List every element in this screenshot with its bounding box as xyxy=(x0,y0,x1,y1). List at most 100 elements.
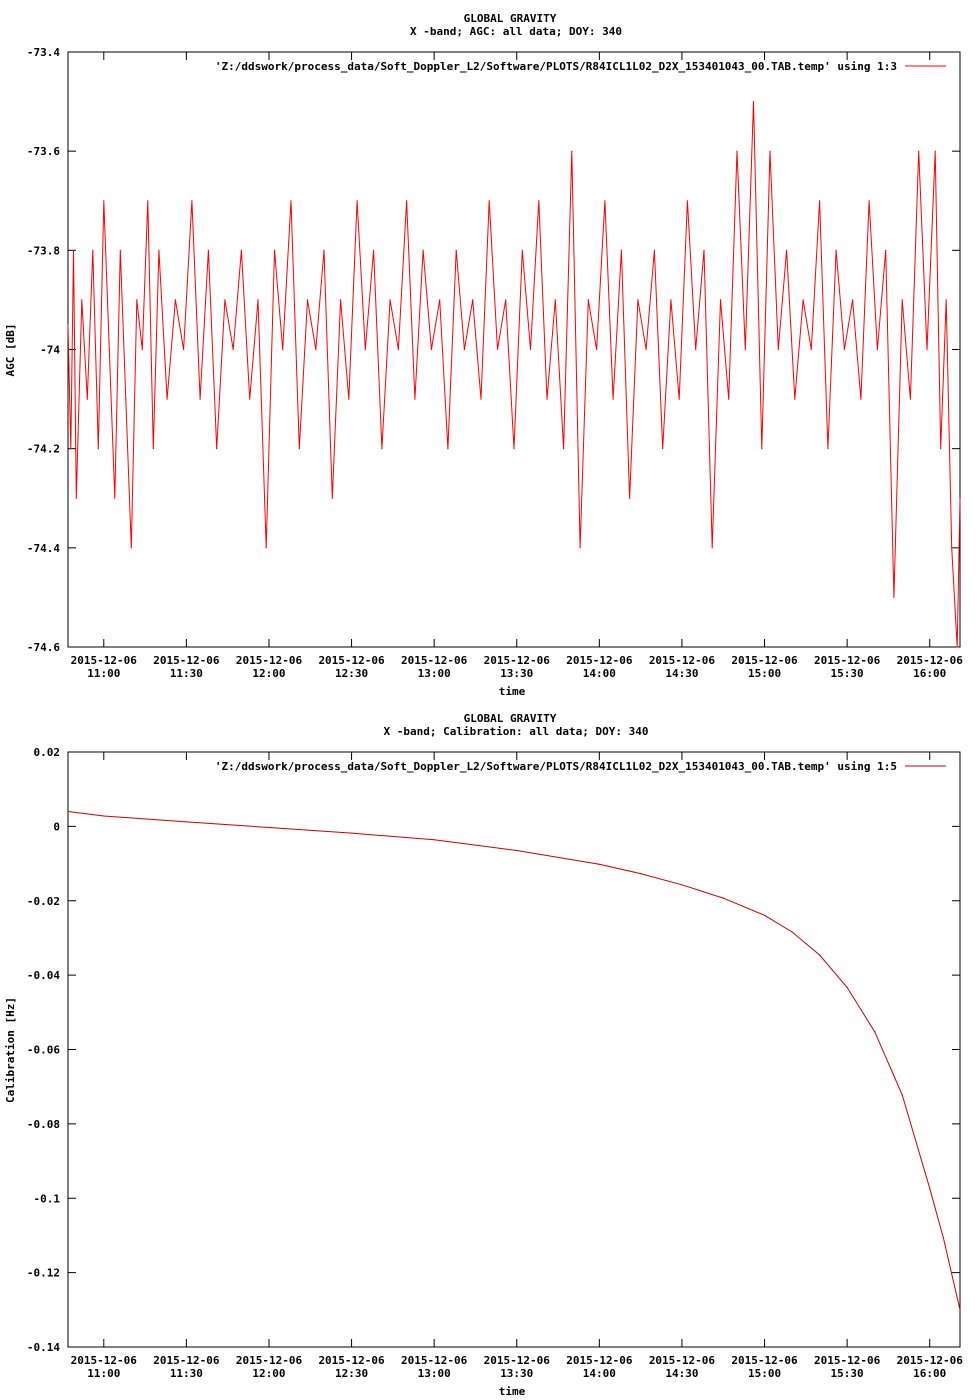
x-tick-date-label: 2015-12-06 xyxy=(153,1354,220,1367)
data-point xyxy=(92,249,94,251)
data-point xyxy=(67,324,69,326)
x-tick-date-label: 2015-12-06 xyxy=(71,1354,138,1367)
chart-2-subtitle: X -band; Calibration: all data; DOY: 340 xyxy=(384,725,649,738)
data-point xyxy=(119,249,121,251)
y-tick-label: -0.1 xyxy=(34,1192,61,1205)
data-point xyxy=(852,299,854,301)
x-tick-time-label: 11:00 xyxy=(87,667,120,680)
data-point xyxy=(752,101,755,103)
chart-2-ylabel: Calibration [Hz] xyxy=(4,997,17,1103)
data-point xyxy=(232,348,234,351)
chart-1-legend-label: 'Z:/ddswork/process_data/Soft_Doppler_L2… xyxy=(215,60,897,73)
x-tick-time-label: 16:00 xyxy=(913,1367,946,1380)
data-point xyxy=(141,348,143,351)
data-point xyxy=(719,299,722,301)
data-point xyxy=(695,348,697,351)
data-point xyxy=(331,497,333,499)
data-point xyxy=(463,348,465,351)
chart-2-xlabel: time xyxy=(499,1385,526,1398)
chart-1-y-ticks: -73.4 -73.6 -73.8 -74 -74.2 -74.4 -74.6 xyxy=(27,46,960,654)
y-tick-label: -0.06 xyxy=(27,1044,60,1057)
x-tick-time-label: 15:00 xyxy=(748,1367,781,1380)
data-point xyxy=(786,249,788,251)
chart-1-x-ticks: 2015-12-0611:002015-12-0611:302015-12-06… xyxy=(71,52,963,680)
chart-2-x-ticks: 2015-12-0611:002015-12-0611:302015-12-06… xyxy=(71,752,963,1380)
chart-2-title: GLOBAL GRAVITY xyxy=(464,712,557,725)
data-point xyxy=(447,448,449,450)
data-point xyxy=(147,200,149,202)
data-point xyxy=(199,398,201,400)
data-point xyxy=(637,299,639,301)
data-point xyxy=(918,150,920,152)
chart-2-legend-label: 'Z:/ddswork/process_data/Soft_Doppler_L2… xyxy=(215,760,897,773)
data-point xyxy=(587,299,589,301)
x-tick-date-label: 2015-12-06 xyxy=(401,1354,468,1367)
data-point xyxy=(72,249,75,251)
data-point xyxy=(125,398,127,400)
data-point xyxy=(571,150,573,152)
data-point xyxy=(640,873,642,875)
x-tick-date-label: 2015-12-06 xyxy=(566,1354,633,1367)
data-point xyxy=(174,299,176,301)
data-point xyxy=(496,348,499,351)
chart-1: GLOBAL GRAVITY X -band; AGC: all data; D… xyxy=(4,12,963,698)
chart-1-plot-frame xyxy=(67,51,961,648)
data-point xyxy=(70,448,72,450)
data-point xyxy=(340,299,342,301)
y-tick-label: -74.2 xyxy=(27,443,60,456)
data-point xyxy=(108,348,110,351)
chart-2-plot-frame xyxy=(67,751,961,1348)
data-point xyxy=(662,448,664,450)
data-point xyxy=(563,448,565,450)
data-point xyxy=(761,448,763,450)
data-point xyxy=(810,348,812,351)
data-point xyxy=(722,897,724,899)
data-point xyxy=(265,547,267,549)
series-line xyxy=(67,101,961,648)
data-point xyxy=(959,497,961,499)
data-point xyxy=(406,200,408,202)
chart-2-series xyxy=(67,810,961,1311)
data-point xyxy=(945,299,947,301)
data-point xyxy=(373,249,375,251)
data-point xyxy=(516,849,518,852)
data-point xyxy=(901,299,903,301)
data-point xyxy=(472,299,474,301)
x-tick-time-label: 12:00 xyxy=(252,1367,285,1380)
data-point xyxy=(86,398,88,400)
data-point xyxy=(216,448,218,450)
data-point xyxy=(868,200,870,202)
data-point xyxy=(257,299,259,301)
x-tick-date-label: 2015-12-06 xyxy=(649,1354,716,1367)
data-point xyxy=(364,348,366,351)
x-tick-time-label: 13:30 xyxy=(500,667,533,680)
data-point xyxy=(678,398,680,400)
data-point xyxy=(819,954,821,956)
x-tick-date-label: 2015-12-06 xyxy=(318,654,385,667)
x-tick-time-label: 16:00 xyxy=(913,667,946,680)
chart-2-y-ticks: 0.02 0 -0.02 -0.04 -0.06 -0.08 -0.1 -0.12 -0.14 xyxy=(27,746,960,1354)
x-tick-time-label: 15:30 xyxy=(831,1367,864,1380)
x-tick-date-label: 2015-12-06 xyxy=(566,654,633,667)
data-point xyxy=(430,348,432,351)
data-point xyxy=(298,448,300,450)
x-tick-time-label: 12:30 xyxy=(335,667,368,680)
data-point xyxy=(629,497,631,499)
data-point xyxy=(956,646,958,648)
data-point xyxy=(620,249,623,251)
data-point xyxy=(114,497,116,499)
x-tick-time-label: 13:00 xyxy=(418,667,451,680)
data-point xyxy=(686,200,689,202)
data-point xyxy=(769,150,771,152)
chart-1-title: GLOBAL GRAVITY xyxy=(464,12,557,25)
data-point xyxy=(942,1237,945,1239)
data-point xyxy=(67,810,69,813)
data-point xyxy=(598,863,600,865)
data-point xyxy=(951,547,953,549)
y-tick-label: -74.6 xyxy=(27,641,60,654)
y-tick-label: 0.02 xyxy=(34,746,61,759)
x-tick-date-label: 2015-12-06 xyxy=(71,654,138,667)
data-point xyxy=(268,826,270,829)
data-point xyxy=(791,931,793,933)
